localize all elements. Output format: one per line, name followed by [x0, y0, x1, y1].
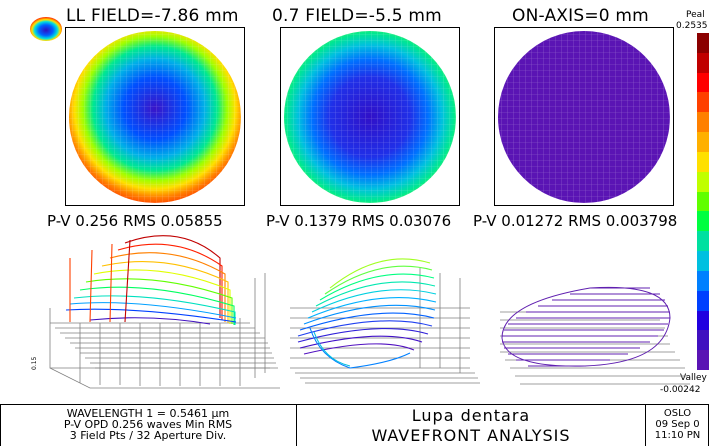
stats-field-07: P-V 0.1379 RMS 0.03076: [266, 212, 452, 230]
color-scale-segment: [697, 72, 709, 93]
footer-time: 11:10 PN: [654, 430, 701, 441]
color-scale-segment: [697, 171, 709, 193]
stats-on-axis: P-V 0.01272 RMS 0.003798: [473, 212, 678, 230]
footer-opd: P-V OPD 0.256 waves Min RMS: [63, 418, 233, 431]
color-scale-segment: [697, 330, 709, 351]
color-scale-segment: [697, 151, 709, 173]
color-scale-segment: [697, 92, 709, 113]
footer-lens-name: Lupa dentara: [411, 406, 531, 425]
color-scale-bar: [697, 33, 709, 371]
color-scale-segment: [697, 350, 709, 371]
scale-peak-label: Peal: [686, 10, 705, 20]
color-scale-segment: [697, 52, 709, 74]
color-scale-segment: [697, 231, 709, 252]
wavefront-3d-full-field: 0.15: [30, 228, 280, 396]
color-scale-segment: [697, 191, 709, 212]
wavefront-map-on-axis: [494, 27, 674, 206]
scale-valley-value: -0.00242: [660, 385, 701, 395]
wavefront-map-full-field: [65, 27, 245, 206]
scale-peak-value: 0.2535: [676, 21, 708, 31]
wavefront-map-field-07: [280, 27, 460, 206]
footer-date: 09 Sep 0: [655, 419, 700, 430]
color-scale-segment: [697, 112, 709, 133]
footer-divider-2: [645, 404, 646, 446]
color-scale-segment: [697, 270, 709, 292]
header-field-07: 0.7 FIELD=-5.5 mm: [272, 6, 442, 26]
footer-app-name: OSLO: [663, 408, 692, 419]
footer-wavelength: WAVELENGTH 1 = 0.5461 µm: [66, 407, 230, 420]
axis-tick-label: 0.15: [31, 356, 38, 370]
wavefront-3d-field-07: [280, 228, 480, 396]
footer-analysis-title: WAVEFRONT ANALYSIS: [371, 426, 571, 445]
header-on-axis: ON-AXIS=0 mm: [512, 6, 649, 26]
stats-full-field: P-V 0.256 RMS 0.05855: [47, 212, 223, 230]
color-scale-segment: [697, 132, 709, 153]
scale-valley-label: Valley: [680, 373, 707, 383]
footer-field-pts: 3 Field Pts / 32 Aperture Div.: [69, 429, 227, 442]
footer-divider-1: [296, 404, 297, 446]
color-scale-segment: [697, 251, 709, 272]
app-logo-icon: [28, 9, 64, 45]
color-scale-segment: [697, 211, 709, 232]
wavefront-3d-on-axis: [490, 228, 690, 396]
color-scale-segment: [697, 310, 709, 331]
header-full-field: LL FIELD=-7.86 mm: [66, 6, 239, 26]
color-scale-segment: [697, 33, 709, 54]
color-scale-segment: [697, 290, 709, 312]
